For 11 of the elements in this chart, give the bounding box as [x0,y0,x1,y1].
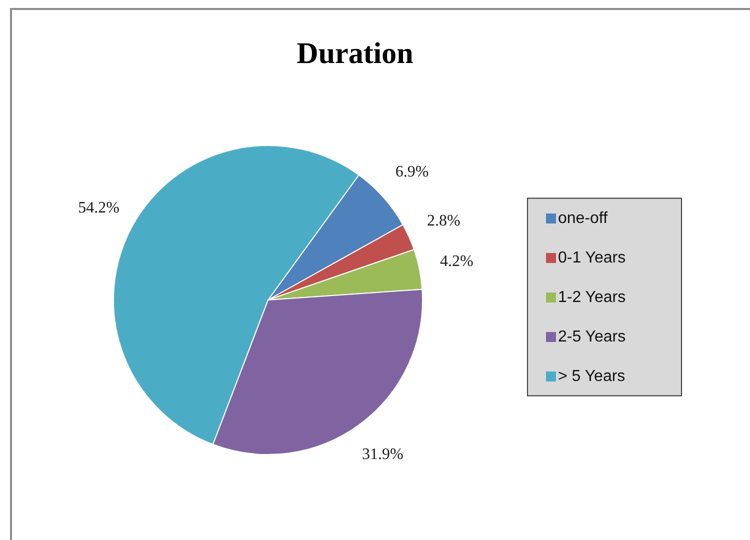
data-label: 31.9% [362,446,404,463]
legend-label: 2-5 Years [558,328,626,346]
data-label: 54.2% [78,200,120,217]
legend-label: > 5 Years [558,368,626,385]
data-label: 6.9% [395,163,429,180]
legend-label: 1-2 Years [558,288,626,306]
legend-label: one-off [558,210,608,227]
chart-title: Duration [296,36,414,70]
legend-label: 0-1 Years [558,249,626,266]
data-label: 4.2% [440,252,474,270]
data-label: 2.8% [427,212,460,230]
